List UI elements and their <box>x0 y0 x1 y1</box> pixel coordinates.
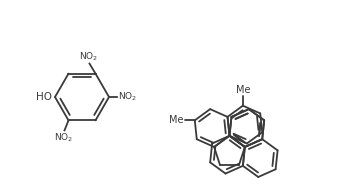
Text: NO$_2$: NO$_2$ <box>79 50 98 63</box>
Text: Me: Me <box>169 115 184 125</box>
Text: NO$_2$: NO$_2$ <box>54 131 73 144</box>
Text: HO: HO <box>36 92 52 102</box>
Text: Me: Me <box>236 85 250 95</box>
Text: NO$_2$: NO$_2$ <box>118 91 137 103</box>
